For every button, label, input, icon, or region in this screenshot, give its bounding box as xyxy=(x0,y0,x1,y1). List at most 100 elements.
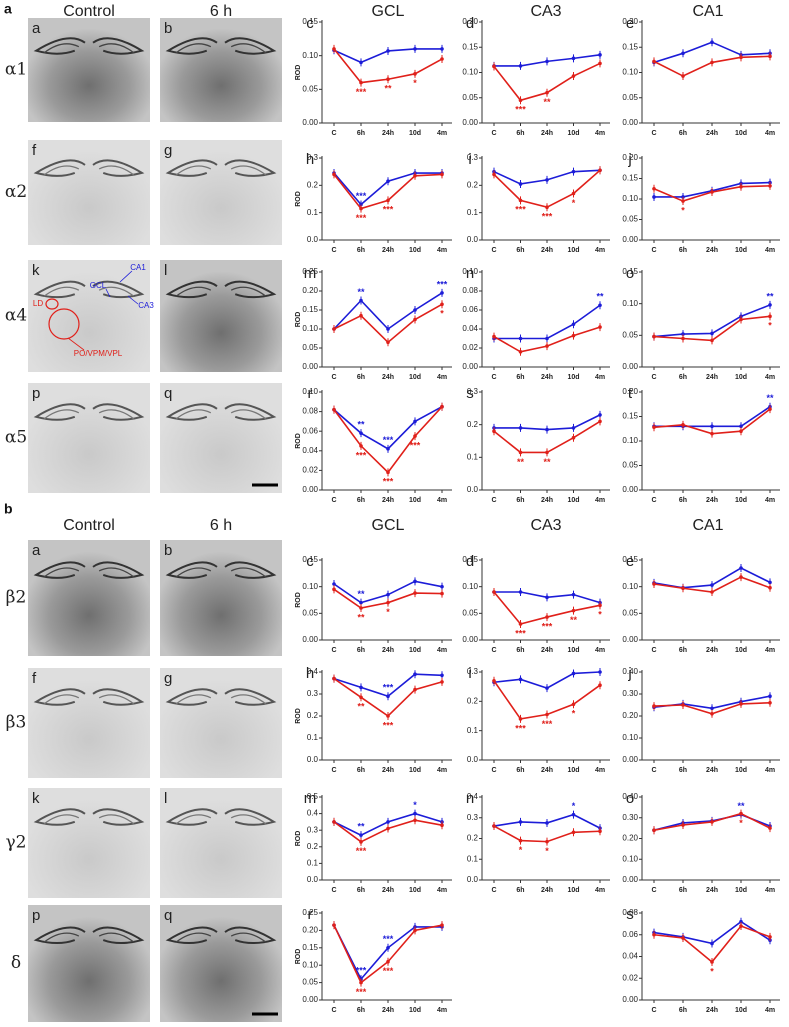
x-tick-label: 24h xyxy=(382,767,394,774)
x-tick-label: 6h xyxy=(357,130,365,137)
x-tick-label: 6h xyxy=(357,767,365,774)
x-tick-label: 4m xyxy=(595,497,605,504)
panel-letter: c xyxy=(306,553,314,570)
panel-letter: r xyxy=(308,385,313,402)
y-tick-label: 0.10 xyxy=(462,582,478,591)
significance-star: ** xyxy=(357,420,365,430)
x-tick-label: 24h xyxy=(541,247,553,254)
y-tick-label: 0.2 xyxy=(467,696,479,705)
panel-letter: n xyxy=(466,790,474,807)
y-tick-label: 0.40 xyxy=(622,792,638,801)
hippocampus-outline xyxy=(98,567,135,578)
panel-letter: r xyxy=(308,906,313,923)
y-tick-label: 0.0 xyxy=(307,235,319,244)
y-tick-label: 0.00 xyxy=(622,235,638,244)
hippocampus-outline xyxy=(175,43,212,54)
y-tick-label: 0.05 xyxy=(302,343,318,352)
x-tick-label: 6h xyxy=(516,130,524,137)
significance-star: * xyxy=(710,966,714,976)
hippocampus-outline xyxy=(43,165,80,176)
x-tick-label: 6h xyxy=(357,374,365,381)
y-tick-label: 0.02 xyxy=(622,973,638,982)
panel-letter: b xyxy=(164,542,172,559)
y-tick-label: 0.10 xyxy=(622,194,638,203)
y-tick-label: 0.2 xyxy=(307,842,319,851)
x-tick-label: 4m xyxy=(765,887,775,894)
y-tick-label: 0.15 xyxy=(302,17,318,26)
x-tick-label: C xyxy=(331,1007,336,1014)
x-tick-label: 4m xyxy=(595,374,605,381)
x-tick-label: 4m xyxy=(437,647,447,654)
x-tick-label: 10d xyxy=(735,497,747,504)
x-tick-label: 6h xyxy=(679,374,687,381)
hippocampus-outline xyxy=(230,165,267,176)
significance-star: *** xyxy=(542,719,553,729)
x-tick-label: 10d xyxy=(567,887,579,894)
annotation: PO/VPM/VPL xyxy=(74,349,123,358)
x-tick-label: C xyxy=(651,887,656,894)
column-title: CA3 xyxy=(530,3,561,20)
panel-letter: m xyxy=(304,265,317,282)
row-label: β3 xyxy=(6,713,27,733)
hippocampus-outline xyxy=(92,926,145,945)
x-tick-label: C xyxy=(491,374,496,381)
hippocampus-outline xyxy=(33,403,86,421)
significance-star: * xyxy=(739,818,743,828)
x-tick-label: 6h xyxy=(516,497,524,504)
panel-letter: d xyxy=(466,15,474,32)
y-tick-label: 0.3 xyxy=(467,387,479,396)
x-tick-label: C xyxy=(491,767,496,774)
panel-letter: o xyxy=(626,790,634,807)
brain-section-image xyxy=(28,260,150,372)
hippocampus-outline xyxy=(43,932,80,943)
y-tick-label: 0.15 xyxy=(302,555,318,564)
significance-star: *** xyxy=(515,723,526,733)
hippocampus-outline xyxy=(224,926,277,945)
x-tick-label: 6h xyxy=(516,887,524,894)
x-tick-label: C xyxy=(331,887,336,894)
y-tick-label: 0.15 xyxy=(302,305,318,314)
y-axis-label: ROD xyxy=(295,433,302,449)
significance-star: *** xyxy=(383,683,394,693)
x-tick-label: C xyxy=(651,247,656,254)
hippocampus-outline xyxy=(224,561,277,579)
y-tick-label: 0.00 xyxy=(622,635,638,644)
x-tick-label: 4m xyxy=(595,247,605,254)
hippocampus-outline xyxy=(43,409,80,420)
hippocampus-outline xyxy=(92,561,145,579)
x-tick-label: 24h xyxy=(541,497,553,504)
y-tick-label: 0.05 xyxy=(302,84,318,93)
y-tick-label: 0.0 xyxy=(467,875,479,884)
y-tick-label: 0.06 xyxy=(462,305,478,314)
y-tick-label: 0.2 xyxy=(307,180,319,189)
hippocampus-outline xyxy=(175,567,212,578)
y-tick-label: 0.00 xyxy=(462,635,478,644)
hippocampus-outline xyxy=(224,37,277,55)
y-tick-label: 0.15 xyxy=(622,174,638,183)
hippocampus-outline xyxy=(43,694,80,705)
y-tick-label: 0.00 xyxy=(302,995,318,1004)
x-tick-label: 10d xyxy=(409,374,421,381)
significance-star: * xyxy=(572,198,576,208)
brain-section-image xyxy=(28,383,150,493)
brain-section-image xyxy=(160,260,282,372)
x-tick-label: C xyxy=(491,247,496,254)
significance-star: ** xyxy=(357,612,365,622)
hippocampus-outline xyxy=(230,694,267,705)
y-tick-label: 0.5 xyxy=(307,792,319,801)
y-tick-label: 0.05 xyxy=(622,608,638,617)
hippocampus-outline xyxy=(92,280,145,299)
x-tick-label: 6h xyxy=(516,767,524,774)
x-tick-label: 6h xyxy=(357,497,365,504)
significance-star: ** xyxy=(357,287,365,297)
y-tick-label: 0.05 xyxy=(302,608,318,617)
y-tick-label: 0.04 xyxy=(302,446,318,455)
x-tick-label: 10d xyxy=(735,374,747,381)
y-tick-label: 0.08 xyxy=(622,908,638,917)
y-tick-label: 0.10 xyxy=(302,582,318,591)
y-tick-label: 0.10 xyxy=(302,960,318,969)
hippocampus-outline xyxy=(224,280,277,299)
hippocampus-outline xyxy=(98,165,135,176)
hippocampus-outline xyxy=(224,808,277,826)
hippocampus-outline xyxy=(43,286,80,297)
